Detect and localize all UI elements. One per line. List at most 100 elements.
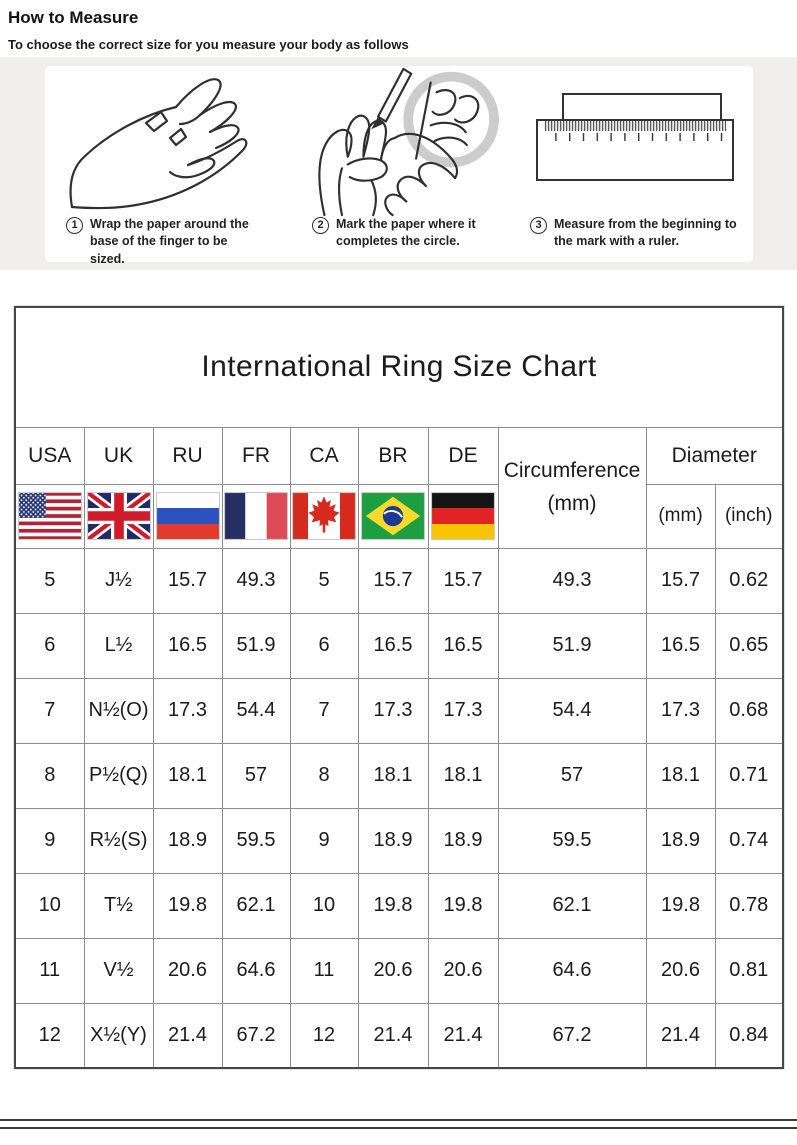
column-header-br: BR bbox=[357, 426, 429, 485]
step-number-badge: 1 bbox=[66, 217, 83, 234]
size-cell: 17.3 bbox=[645, 677, 716, 744]
table-row: 5 J½ 15.7 49.3 5 15.7 15.7 49.3 15.7 0.62 bbox=[14, 547, 784, 614]
uk-flag-icon bbox=[85, 492, 152, 540]
size-cell: 54.4 bbox=[497, 677, 647, 744]
france-flag-icon bbox=[223, 492, 289, 540]
circumference-label: Circumference bbox=[503, 458, 641, 482]
size-cell: 0.81 bbox=[714, 937, 784, 1004]
step-measure-ruler: 3 Measure from the beginning to the mark… bbox=[517, 66, 753, 262]
size-cell: 5 bbox=[289, 547, 359, 614]
column-header-uk: UK bbox=[83, 426, 154, 485]
size-cell: 17.3 bbox=[427, 677, 499, 744]
diameter-mm-header: (mm) bbox=[645, 483, 716, 549]
column-header-usa: USA bbox=[14, 426, 85, 485]
size-cell: 49.3 bbox=[497, 547, 647, 614]
chart-title-row: International Ring Size Chart bbox=[14, 306, 784, 428]
step-caption-text: Mark the paper where it completes the ci… bbox=[336, 217, 476, 249]
size-cell: 0.71 bbox=[714, 742, 784, 809]
brazil-flag-icon bbox=[359, 492, 427, 540]
chart-title: International Ring Size Chart bbox=[14, 306, 784, 428]
size-cell: 18.9 bbox=[357, 807, 429, 874]
russia-flag-icon bbox=[154, 492, 221, 540]
size-cell: 8 bbox=[289, 742, 359, 809]
size-cell: 15.7 bbox=[645, 547, 716, 614]
size-cell: 67.2 bbox=[497, 1002, 647, 1069]
column-header-de: DE bbox=[427, 426, 499, 485]
step-number-badge: 2 bbox=[312, 217, 329, 234]
size-cell: 18.9 bbox=[645, 807, 716, 874]
bottom-divider bbox=[0, 1119, 797, 1129]
size-cell: J½ bbox=[83, 547, 154, 614]
table-row: 10 T½ 19.8 62.1 10 19.8 19.8 62.1 19.8 0.78 bbox=[14, 872, 784, 939]
step-caption: 2 Mark the paper where it completes the … bbox=[312, 216, 486, 251]
germany-flag-icon bbox=[429, 492, 497, 540]
diameter-inch-header: (inch) bbox=[714, 483, 784, 549]
size-cell: 57 bbox=[497, 742, 647, 809]
size-cell: V½ bbox=[83, 937, 154, 1004]
size-cell: 11 bbox=[14, 937, 85, 1004]
size-cell: P½(Q) bbox=[83, 742, 154, 809]
step-caption: 3 Measure from the beginning to the mark… bbox=[530, 216, 740, 251]
size-cell: 62.1 bbox=[497, 872, 647, 939]
size-cell: 10 bbox=[14, 872, 85, 939]
step-mark-paper: 2 Mark the paper where it completes the … bbox=[281, 66, 517, 262]
column-header-diameter: Diameter bbox=[645, 426, 784, 485]
ruler-illustration bbox=[517, 66, 753, 216]
size-table-body: 5 J½ 15.7 49.3 5 15.7 15.7 49.3 15.7 0.62 6 L½ 16.5 5… bbox=[14, 547, 784, 1069]
size-cell: 9 bbox=[14, 807, 85, 874]
measure-steps-panel: 1 Wrap the paper around the base of the … bbox=[0, 57, 797, 270]
size-cell: 18.9 bbox=[427, 807, 499, 874]
step-number-badge: 3 bbox=[530, 217, 547, 234]
size-cell: 16.5 bbox=[357, 612, 429, 679]
size-cell: 7 bbox=[289, 677, 359, 744]
step-caption-text: Wrap the paper around the base of the fi… bbox=[90, 217, 249, 266]
size-cell: 20.6 bbox=[645, 937, 716, 1004]
size-cell: 20.6 bbox=[152, 937, 223, 1004]
size-cell: N½(O) bbox=[83, 677, 154, 744]
size-cell: 57 bbox=[221, 742, 291, 809]
size-cell: 0.68 bbox=[714, 677, 784, 744]
column-header-ca: CA bbox=[289, 426, 359, 485]
size-cell: 0.78 bbox=[714, 872, 784, 939]
ring-size-chart-table: International Ring Size Chart USA UK RU … bbox=[14, 306, 784, 1069]
size-cell: 16.5 bbox=[427, 612, 499, 679]
size-cell: 20.6 bbox=[357, 937, 429, 1004]
size-cell: 0.84 bbox=[714, 1002, 784, 1069]
size-cell: 0.62 bbox=[714, 547, 784, 614]
size-cell: 64.6 bbox=[497, 937, 647, 1004]
size-cell: T½ bbox=[83, 872, 154, 939]
size-cell: 51.9 bbox=[221, 612, 291, 679]
size-cell: 59.5 bbox=[221, 807, 291, 874]
size-cell: 20.6 bbox=[427, 937, 499, 1004]
size-cell: 18.1 bbox=[152, 742, 223, 809]
size-cell: 19.8 bbox=[152, 872, 223, 939]
country-code-row: USA UK RU FR CA BR DE Circumference (mm)… bbox=[14, 426, 784, 549]
size-cell: 51.9 bbox=[497, 612, 647, 679]
step-caption-text: Measure from the beginning to the mark w… bbox=[554, 217, 737, 249]
size-cell: 7 bbox=[14, 677, 85, 744]
size-cell: 21.4 bbox=[357, 1002, 429, 1069]
size-cell: 18.9 bbox=[152, 807, 223, 874]
size-cell: 19.8 bbox=[427, 872, 499, 939]
size-cell: L½ bbox=[83, 612, 154, 679]
size-cell: 15.7 bbox=[152, 547, 223, 614]
size-cell: 19.8 bbox=[357, 872, 429, 939]
size-cell: 10 bbox=[289, 872, 359, 939]
hand-wrap-illustration bbox=[45, 66, 281, 216]
table-row: 7 N½(O) 17.3 54.4 7 17.3 17.3 54.4 17.3 0.68 bbox=[14, 677, 784, 744]
size-cell: 12 bbox=[14, 1002, 85, 1069]
table-row: 12 X½(Y) 21.4 67.2 12 21.4 21.4 67.2 21.4 0.84 bbox=[14, 1002, 784, 1069]
usa-flag-icon bbox=[16, 492, 83, 540]
page-subtitle: To choose the correct size for you measu… bbox=[8, 37, 409, 52]
circumference-unit: (mm) bbox=[547, 491, 597, 515]
size-cell: 0.65 bbox=[714, 612, 784, 679]
size-cell: 59.5 bbox=[497, 807, 647, 874]
size-cell: 49.3 bbox=[221, 547, 291, 614]
size-cell: 64.6 bbox=[221, 937, 291, 1004]
size-cell: 19.8 bbox=[645, 872, 716, 939]
size-cell: 16.5 bbox=[152, 612, 223, 679]
page-title: How to Measure bbox=[8, 8, 139, 27]
table-row: 8 P½(Q) 18.1 57 8 18.1 18.1 57 18.1 0.71 bbox=[14, 742, 784, 809]
size-cell: 15.7 bbox=[427, 547, 499, 614]
column-header-circumference: Circumference (mm) bbox=[497, 426, 647, 549]
